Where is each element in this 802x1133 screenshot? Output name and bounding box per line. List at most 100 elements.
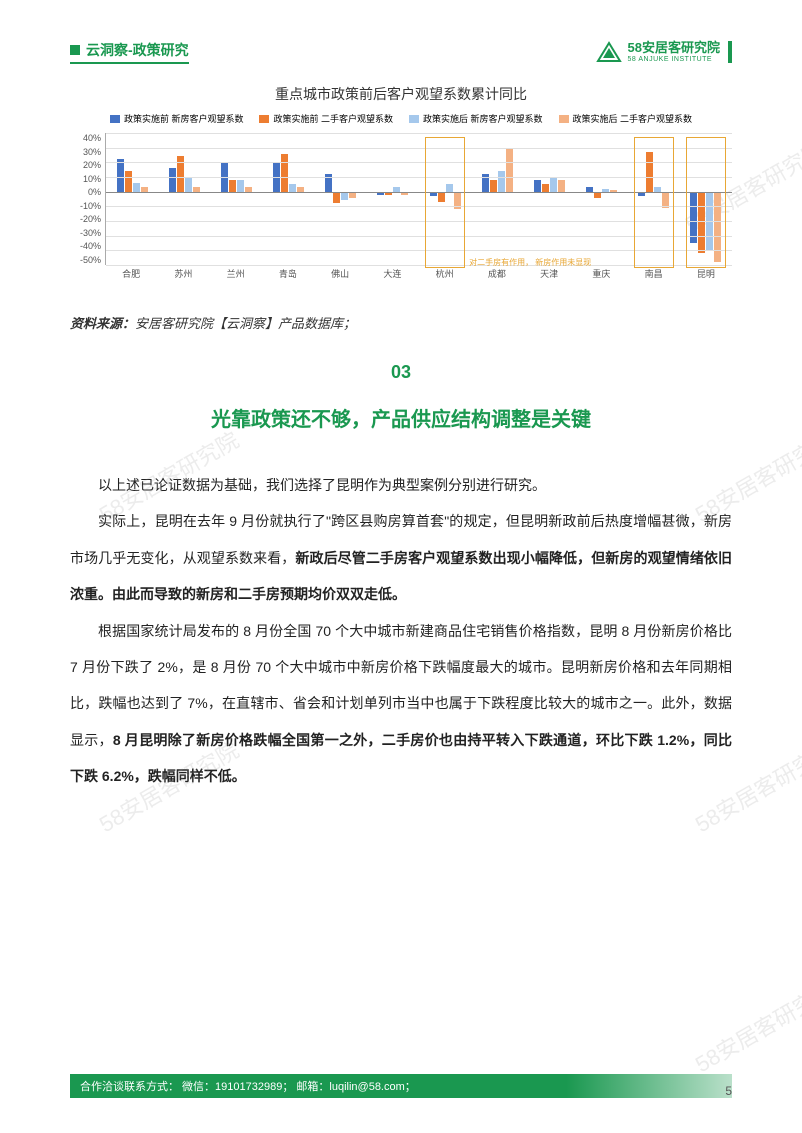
plot-area: 对二手房有作用， 新房作用未显现 bbox=[105, 133, 732, 265]
brand-logo: 58安居客研究院 58 ANJUKE INSTITUTE bbox=[596, 41, 732, 63]
bar-group bbox=[158, 133, 210, 265]
y-tick-label: -50% bbox=[70, 255, 101, 265]
gridline bbox=[106, 192, 732, 193]
bar bbox=[117, 159, 124, 191]
source-label: 资料来源： bbox=[70, 316, 135, 331]
gridline bbox=[106, 236, 732, 237]
legend-swatch bbox=[409, 115, 419, 123]
y-tick-label: -40% bbox=[70, 241, 101, 251]
bar-group bbox=[471, 133, 523, 265]
legend-item: 政策实施后 新房客户观望系数 bbox=[409, 112, 543, 125]
chart-legend: 政策实施前 新房客户观望系数 政策实施前 二手客户观望系数 政策实施后 新房客户观望… bbox=[70, 112, 732, 125]
bar bbox=[125, 171, 132, 192]
page-number: 5 bbox=[725, 1084, 732, 1098]
bar bbox=[534, 180, 541, 192]
x-tick-label: 佛山 bbox=[314, 267, 366, 283]
x-tick-label: 合肥 bbox=[105, 267, 157, 283]
x-tick-label: 大连 bbox=[366, 267, 418, 283]
gridline bbox=[106, 148, 732, 149]
x-tick-label: 苏州 bbox=[157, 267, 209, 283]
page-header: 云洞察-政策研究 58安居客研究院 58 ANJUKE INSTITUTE bbox=[70, 40, 732, 64]
bar bbox=[341, 192, 348, 201]
body-paragraph: 实际上，昆明在去年 9 月份就执行了"跨区县购房算首套"的规定，但昆明新政前后热… bbox=[70, 503, 732, 612]
bar bbox=[714, 192, 721, 262]
bar bbox=[289, 184, 296, 191]
bar bbox=[646, 152, 653, 192]
x-tick-label: 成都 bbox=[471, 267, 523, 283]
bar-group bbox=[106, 133, 158, 265]
bar-group bbox=[367, 133, 419, 265]
bar bbox=[698, 192, 705, 254]
y-tick-label: 0% bbox=[70, 187, 101, 197]
legend-item: 政策实施后 二手客户观望系数 bbox=[559, 112, 693, 125]
bar bbox=[498, 171, 505, 192]
bar bbox=[169, 168, 176, 191]
bar bbox=[185, 177, 192, 192]
x-tick-label: 杭州 bbox=[419, 267, 471, 283]
gridline bbox=[106, 265, 732, 266]
bar bbox=[506, 148, 513, 192]
bar-group bbox=[315, 133, 367, 265]
data-source: 资料来源：安居客研究院【云洞察】产品数据库； bbox=[70, 313, 732, 332]
y-tick-label: 30% bbox=[70, 147, 101, 157]
footer-contact: 合作洽谈联系方式： 微信：19101732989； 邮箱：luqilin@58.… bbox=[70, 1074, 732, 1098]
triangle-logo-icon bbox=[596, 41, 622, 63]
y-tick-label: 10% bbox=[70, 174, 101, 184]
x-tick-label: 兰州 bbox=[210, 267, 262, 283]
legend-label: 政策实施后 新房客户观望系数 bbox=[423, 112, 543, 125]
bar-groups bbox=[106, 133, 732, 265]
bar-group bbox=[576, 133, 628, 265]
body-content: 以上述已论证数据为基础，我们选择了昆明作为典型案例分别进行研究。实际上，昆明在去… bbox=[70, 467, 732, 795]
legend-label: 政策实施前 二手客户观望系数 bbox=[273, 112, 393, 125]
x-tick-label: 昆明 bbox=[680, 267, 732, 283]
body-paragraph: 以上述已论证数据为基础，我们选择了昆明作为典型案例分别进行研究。 bbox=[70, 467, 732, 503]
watermark: 58安居客研究院 bbox=[688, 973, 802, 1079]
y-tick-label: -10% bbox=[70, 201, 101, 211]
header-left-text: 云洞察-政策研究 bbox=[86, 40, 189, 60]
bar bbox=[438, 192, 445, 202]
bar bbox=[446, 184, 453, 191]
gridline bbox=[106, 250, 732, 251]
y-tick-label: 20% bbox=[70, 160, 101, 170]
y-tick-label: 40% bbox=[70, 133, 101, 143]
section-number: 03 bbox=[70, 362, 732, 383]
bar bbox=[550, 177, 557, 192]
bar bbox=[281, 154, 288, 192]
bar-group bbox=[263, 133, 315, 265]
header-bullet-icon bbox=[70, 45, 80, 55]
bar bbox=[133, 183, 140, 192]
legend-swatch bbox=[259, 115, 269, 123]
gridline bbox=[106, 177, 732, 178]
source-text: 安居客研究院【云洞察】产品数据库； bbox=[135, 316, 356, 331]
body-paragraph: 根据国家统计局发布的 8 月份全国 70 个大中城市新建商品住宅销售价格指数，昆… bbox=[70, 613, 732, 795]
header-section-label: 云洞察-政策研究 bbox=[70, 40, 189, 64]
x-tick-label: 天津 bbox=[523, 267, 575, 283]
bar bbox=[490, 180, 497, 192]
gridline bbox=[106, 162, 732, 163]
x-axis-labels: 合肥苏州兰州青岛佛山大连杭州成都天津重庆南昌昆明 bbox=[105, 267, 732, 283]
x-tick-label: 南昌 bbox=[628, 267, 680, 283]
legend-label: 政策实施后 二手客户观望系数 bbox=[573, 112, 693, 125]
chart-container: 40% 30% 20% 10% 0% -10% -20% -30% -40% -50% 对二手房有… bbox=[70, 133, 732, 283]
gridline bbox=[106, 221, 732, 222]
chart-section: 重点城市政策前后客户观望系数累计同比 政策实施前 新房客户观望系数政策实施前 二… bbox=[70, 84, 732, 283]
bar bbox=[558, 180, 565, 192]
legend-label: 政策实施前 新房客户观望系数 bbox=[124, 112, 244, 125]
bar-group bbox=[680, 133, 732, 265]
y-tick-label: -30% bbox=[70, 228, 101, 238]
x-tick-label: 重庆 bbox=[575, 267, 627, 283]
x-tick-label: 青岛 bbox=[262, 267, 314, 283]
section-title: 光靠政策还不够，产品供应结构调整是关键 bbox=[70, 403, 732, 432]
bar-group bbox=[628, 133, 680, 265]
y-tick-label: -20% bbox=[70, 214, 101, 224]
annotation-text: 对二手房有作用， 新房作用未显现 bbox=[469, 257, 591, 268]
bar bbox=[542, 184, 549, 191]
legend-swatch bbox=[110, 115, 120, 123]
gridline bbox=[106, 206, 732, 207]
page-footer: 合作洽谈联系方式： 微信：19101732989； 邮箱：luqilin@58.… bbox=[70, 1074, 732, 1098]
legend-swatch bbox=[559, 115, 569, 123]
bar-group bbox=[523, 133, 575, 265]
bar-group bbox=[210, 133, 262, 265]
legend-item: 政策实施前 二手客户观望系数 bbox=[259, 112, 393, 125]
brand-subtitle: 58 ANJUKE INSTITUTE bbox=[628, 56, 720, 63]
